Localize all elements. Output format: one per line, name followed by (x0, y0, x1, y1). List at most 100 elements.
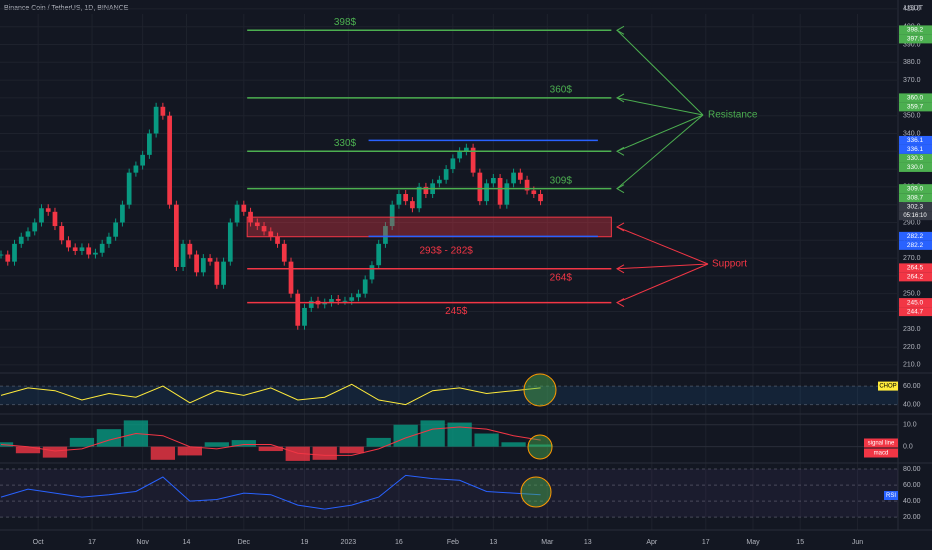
candle (295, 293, 301, 326)
x-tick-label: Apr (646, 539, 658, 546)
candle (410, 201, 415, 209)
candle (450, 158, 456, 170)
arrow-head (615, 184, 625, 194)
candle (45, 208, 51, 212)
price-badge-label: 360.0 (907, 95, 924, 102)
candle (376, 243, 382, 266)
indicator-tick-label: 60.00 (903, 482, 921, 489)
indicator-tick-label: 80.00 (903, 466, 921, 473)
macd-bar (258, 446, 283, 452)
price-badge-label: 245.0 (907, 299, 924, 306)
indicator-name-badge (884, 491, 898, 500)
x-tick-label: 13 (584, 539, 592, 546)
candle (126, 172, 132, 205)
highlight-circle (520, 476, 552, 508)
candle (308, 300, 314, 308)
price-badge (899, 263, 932, 273)
candle (93, 252, 98, 255)
highlight-circle (523, 373, 557, 407)
x-tick-label: 17 (702, 539, 710, 546)
indicator-tick-label: 0.0 (903, 444, 913, 451)
candle (0, 254, 4, 256)
price-badge-label: 336.1 (907, 137, 924, 144)
indicator-tick-label: 20.00 (903, 514, 921, 521)
arrow-head (615, 93, 625, 103)
price-badge (899, 193, 932, 203)
legend-badge (864, 448, 898, 458)
y-tick-label: 350.0 (903, 113, 921, 120)
indicator-tick-label: 40.00 (903, 401, 921, 408)
price-badge-label: 282.2 (907, 242, 924, 249)
resistance-label: Resistance (708, 110, 758, 121)
candle (524, 179, 530, 191)
candle (32, 222, 38, 232)
candle (39, 208, 44, 223)
macd-bar (312, 446, 337, 460)
price-badge-label: 264.2 (907, 274, 924, 281)
x-tick-label: Nov (136, 539, 149, 546)
candle (288, 261, 294, 294)
candle (403, 194, 409, 202)
resistance-level-label: 330$ (334, 138, 357, 149)
candle (511, 172, 516, 184)
price-badge-label: 244.7 (907, 308, 924, 315)
macd-bar (420, 420, 445, 447)
candle (389, 204, 395, 227)
candle (241, 204, 247, 212)
macd-bar (339, 446, 364, 454)
candle (369, 265, 375, 280)
x-tick-label: Dec (238, 539, 251, 546)
y-tick-label: 410.0 (903, 6, 921, 13)
price-badge (899, 162, 932, 172)
macd-bar (15, 446, 41, 454)
support-level-label: 264$ (550, 272, 573, 283)
price-badge (899, 93, 932, 103)
price-badge (899, 102, 932, 112)
price-badge (899, 153, 932, 163)
x-tick-label: 19 (301, 539, 309, 546)
indicator-line (0, 383, 541, 406)
arrow (616, 114, 704, 152)
resistance-level-label: 398$ (334, 17, 357, 28)
x-tick-label: May (746, 539, 760, 546)
candle (531, 190, 537, 195)
candle (106, 236, 112, 244)
macd-bar (177, 446, 202, 456)
arrow-head (615, 25, 625, 35)
macd-bar (204, 442, 229, 447)
candle (5, 254, 11, 262)
candle (362, 279, 368, 294)
price-badge-label: 302.3 (907, 203, 924, 210)
arrow-head (615, 264, 625, 274)
highlight-circle (527, 434, 553, 460)
x-tick-label: 15 (796, 539, 804, 546)
price-badge-label: 330.3 (907, 155, 924, 162)
candle (79, 247, 85, 251)
price-badge (899, 202, 932, 212)
arrow-head (615, 146, 625, 156)
candle (275, 236, 280, 244)
candle (59, 226, 65, 241)
indicator-name: CHOP (879, 384, 896, 390)
macd-bar (150, 446, 176, 460)
candle (174, 204, 179, 267)
candle (72, 247, 78, 251)
y-tick-label: 340.0 (903, 130, 921, 137)
candle (490, 177, 496, 184)
price-badge (899, 272, 932, 282)
macd-bar (528, 444, 553, 447)
candle (356, 293, 361, 298)
x-tick-label: Jun (852, 539, 863, 546)
candle (281, 243, 287, 262)
candle (140, 154, 146, 166)
candle (484, 183, 489, 202)
macd-bar (42, 446, 68, 458)
x-tick-label: 16 (395, 539, 403, 546)
resistance-level-label: 309$ (550, 175, 573, 186)
candle (497, 177, 503, 205)
macd-bar (447, 422, 472, 447)
price-badge (899, 298, 932, 308)
y-tick-label: 210.0 (903, 362, 921, 369)
candle (464, 147, 469, 152)
